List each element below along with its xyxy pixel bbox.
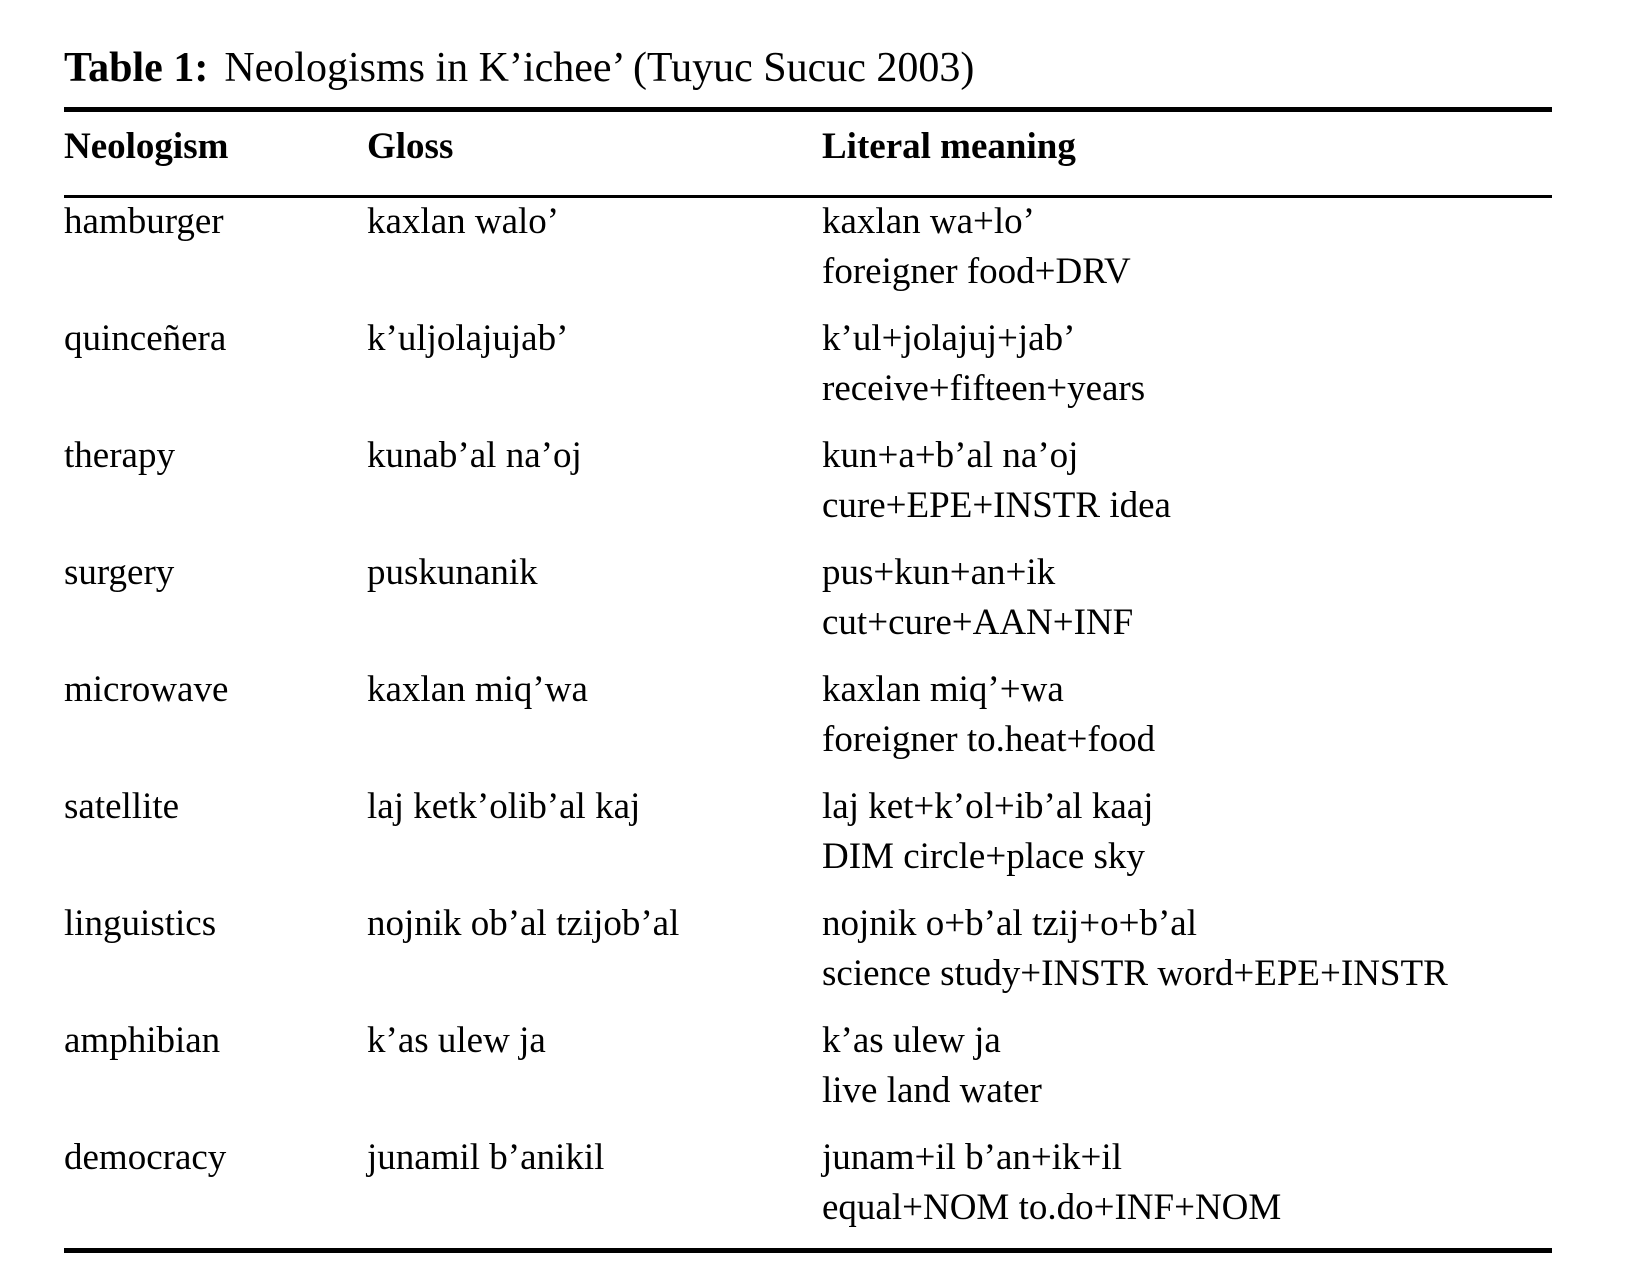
table-caption-text: Neologisms in K’ichee’ (Tuyuc Sucuc 2003… — [224, 45, 975, 91]
neologism-cell: linguistics — [64, 903, 217, 944]
neologism-cell: hamburger — [64, 201, 224, 242]
table-header-rule — [64, 195, 1552, 198]
neologism-cell: democracy — [64, 1137, 227, 1178]
literal-meaning-gloss: cure+EPE+INSTR idea — [822, 485, 1171, 526]
literal-meaning-gloss: equal+NOM to.do+INF+NOM — [822, 1187, 1282, 1228]
table-row: amphibian k’as ulew ja k’as ulew ja live… — [0, 1016, 1648, 1133]
gloss-cell: kunab’al na’oj — [367, 435, 582, 476]
literal-meaning-gloss: science study+INSTR word+EPE+INSTR — [822, 953, 1448, 994]
table-row: hamburger kaxlan walo’ kaxlan wa+lo’ for… — [0, 197, 1648, 314]
literal-meaning-morphemes: k’as ulew ja — [822, 1020, 1001, 1061]
literal-meaning-cell: nojnik o+b’al tzij+o+b’al science study+… — [822, 899, 1448, 999]
column-header-neologism: Neologism — [64, 126, 229, 167]
gloss-cell: laj ketk’olib’al kaj — [367, 786, 641, 827]
table-row: therapy kunab’al na’oj kun+a+b’al na’oj … — [0, 431, 1648, 548]
table-row: quinceñera k’uljolajujab’ k’ul+jolajuj+j… — [0, 314, 1648, 431]
literal-meaning-cell: junam+il b’an+ik+il equal+NOM to.do+INF+… — [822, 1133, 1281, 1233]
table-row: microwave kaxlan miq’wa kaxlan miq’+wa f… — [0, 665, 1648, 782]
literal-meaning-cell: kun+a+b’al na’oj cure+EPE+INSTR idea — [822, 431, 1171, 531]
gloss-cell: kaxlan walo’ — [367, 201, 560, 242]
gloss-cell: k’as ulew ja — [367, 1020, 546, 1061]
neologism-cell: surgery — [64, 552, 175, 593]
table-row: surgery puskunanik pus+kun+an+ik cut+cur… — [0, 548, 1648, 665]
table-row: satellite laj ketk’olib’al kaj laj ket+k… — [0, 782, 1648, 899]
neologism-cell: microwave — [64, 669, 229, 710]
literal-meaning-gloss: cut+cure+AAN+INF — [822, 602, 1134, 643]
column-header-literal-meaning: Literal meaning — [822, 126, 1076, 167]
literal-meaning-gloss: live land water — [822, 1070, 1042, 1111]
literal-meaning-gloss: DIM circle+place sky — [822, 836, 1145, 877]
literal-meaning-morphemes: nojnik o+b’al tzij+o+b’al — [822, 903, 1197, 944]
literal-meaning-morphemes: k’ul+jolajuj+jab’ — [822, 318, 1076, 359]
table-bottom-rule — [64, 1248, 1552, 1253]
literal-meaning-cell: k’as ulew ja live land water — [822, 1016, 1042, 1116]
neologism-cell: amphibian — [64, 1020, 221, 1061]
table-row: linguistics nojnik ob’al tzijob’al nojni… — [0, 899, 1648, 1016]
table-top-rule — [64, 107, 1552, 112]
gloss-cell: junamil b’anikil — [367, 1137, 605, 1178]
neologism-cell: quinceñera — [64, 318, 227, 359]
literal-meaning-cell: kaxlan miq’+wa foreigner to.heat+food — [822, 665, 1155, 765]
literal-meaning-morphemes: kaxlan miq’+wa — [822, 669, 1064, 710]
neologism-cell: therapy — [64, 435, 175, 476]
gloss-cell: kaxlan miq’wa — [367, 669, 588, 710]
neologism-cell: satellite — [64, 786, 180, 827]
gloss-cell: nojnik ob’al tzijob’al — [367, 903, 680, 944]
literal-meaning-gloss: foreigner to.heat+food — [822, 719, 1156, 760]
literal-meaning-gloss: foreigner food+DRV — [822, 251, 1131, 292]
table-header-row: Neologism Gloss Literal meaning — [0, 122, 1648, 192]
literal-meaning-cell: kaxlan wa+lo’ foreigner food+DRV — [822, 197, 1131, 297]
literal-meaning-morphemes: junam+il b’an+ik+il — [822, 1137, 1122, 1178]
table-row: democracy junamil b’anikil junam+il b’an… — [0, 1133, 1648, 1250]
gloss-cell: puskunanik — [367, 552, 538, 593]
table-caption: Table 1: Neologisms in K’ichee’ (Tuyuc Su… — [64, 38, 974, 98]
literal-meaning-cell: pus+kun+an+ik cut+cure+AAN+INF — [822, 548, 1133, 648]
literal-meaning-cell: laj ket+k’ol+ib’al kaaj DIM circle+place… — [822, 782, 1153, 882]
literal-meaning-morphemes: kun+a+b’al na’oj — [822, 435, 1079, 476]
gloss-cell: k’uljolajujab’ — [367, 318, 569, 359]
column-header-gloss: Gloss — [367, 126, 454, 167]
table-caption-label: Table 1: — [64, 45, 209, 91]
literal-meaning-morphemes: kaxlan wa+lo’ — [822, 201, 1035, 242]
literal-meaning-morphemes: pus+kun+an+ik — [822, 552, 1056, 593]
literal-meaning-gloss: receive+fifteen+years — [822, 368, 1146, 409]
literal-meaning-morphemes: laj ket+k’ol+ib’al kaaj — [822, 786, 1154, 827]
literal-meaning-cell: k’ul+jolajuj+jab’ receive+fifteen+years — [822, 314, 1145, 414]
